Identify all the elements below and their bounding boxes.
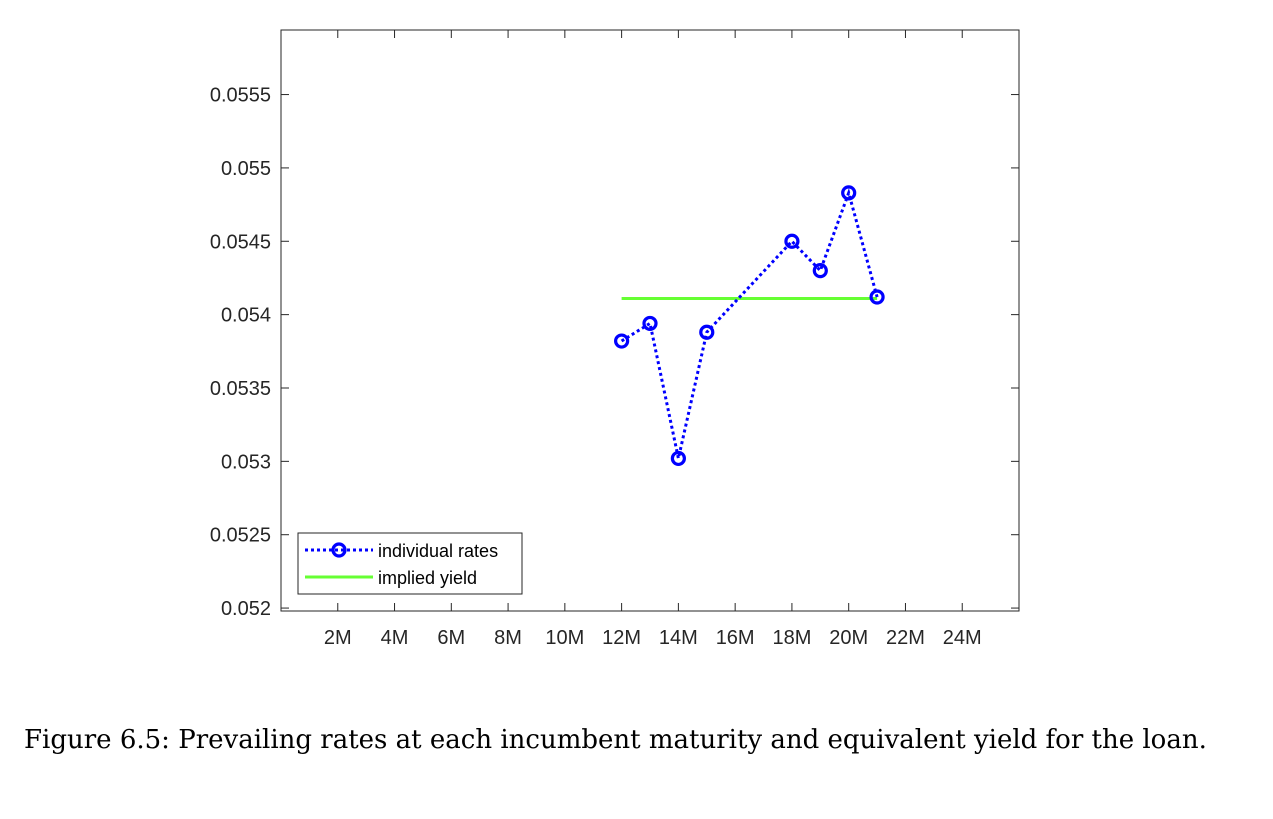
plot-area	[280, 29, 1020, 612]
axes: 0.052 0.0525 0.053 0.0535 0.054 0.0545 0.055 0.…	[210, 30, 1019, 649]
x-tick-label: 6M	[437, 627, 465, 649]
x-tick-label: 14M	[659, 627, 698, 649]
x-tick-label: 18M	[772, 627, 811, 649]
x-tick-label: 10M	[545, 627, 584, 649]
legend-marker-individual-rates	[331, 542, 347, 558]
legend: individual rates implied yield	[297, 532, 523, 595]
data-point-individual-rates	[614, 333, 630, 349]
y-tick-label: 0.052	[221, 598, 271, 620]
y-tick-label: 0.054	[221, 305, 271, 327]
y-tick-label: 0.0525	[210, 525, 271, 547]
data-point-individual-rates	[670, 450, 686, 467]
y-tick-label: 0.053	[221, 451, 271, 473]
data-point-individual-rates	[642, 315, 658, 332]
y-tick-label: 0.0555	[210, 85, 271, 107]
legend-label-implied-yield: implied yield	[378, 568, 477, 588]
x-tick-label: 12M	[602, 627, 641, 649]
chart: 0.052 0.0525 0.053 0.0535 0.054 0.0545 0.055 0.…	[210, 29, 1020, 649]
data-point-individual-rates	[812, 263, 828, 279]
x-tick-label: 4M	[381, 627, 409, 649]
data-point-individual-rates	[699, 324, 715, 340]
x-tick-label: 20M	[829, 627, 868, 649]
y-tick-label: 0.055	[221, 158, 271, 180]
series-layer	[614, 185, 885, 467]
legend-label-individual-rates: individual rates	[378, 541, 498, 561]
data-point-individual-rates	[784, 233, 800, 249]
y-tick-label: 0.0535	[210, 378, 271, 400]
data-point-individual-rates	[869, 289, 885, 305]
legend-box	[297, 532, 523, 595]
y-tick-label: 0.0545	[210, 231, 271, 253]
figure-caption: Figure 6.5: Prevailing rates at each inc…	[24, 725, 1207, 755]
x-tick-label: 8M	[494, 627, 522, 649]
x-tick-label: 22M	[886, 627, 925, 649]
data-point-individual-rates	[841, 185, 857, 201]
x-tick-label: 24M	[943, 627, 982, 649]
x-tick-label: 2M	[324, 627, 352, 649]
series-line-individual-rates	[620, 187, 879, 459]
x-tick-label: 16M	[716, 627, 755, 649]
